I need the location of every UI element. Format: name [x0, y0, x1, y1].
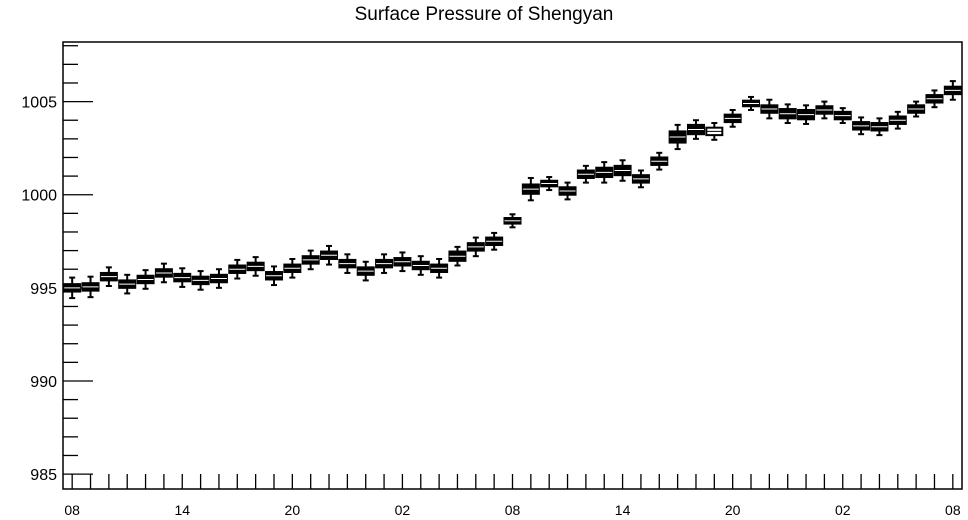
- box-plot-item: [320, 244, 339, 266]
- x-tick-label: 08: [505, 502, 521, 518]
- box-plot-item: [118, 273, 137, 295]
- box-series: [63, 80, 962, 300]
- box-plot-item: [760, 98, 779, 120]
- box-plot-item: [393, 251, 412, 273]
- box-plot-item: [576, 164, 595, 184]
- box-plot-item: [173, 267, 192, 288]
- box-plot-item: [521, 176, 540, 202]
- box-plot-item: [99, 266, 118, 287]
- box-plot-item: [925, 89, 944, 109]
- box-plot-item: [797, 104, 816, 125]
- box-plot-item: [338, 253, 357, 274]
- y-tick-label: 1000: [21, 188, 57, 205]
- box-plot-item: [375, 253, 394, 274]
- box-plot-item: [228, 258, 247, 280]
- box-plot-item: [411, 255, 430, 276]
- x-tick-label: 02: [835, 502, 851, 518]
- box-plot-item: [283, 257, 302, 279]
- box-plot-item: [246, 256, 265, 277]
- y-tick-label: 1005: [21, 95, 57, 112]
- box-plot-item: [595, 161, 614, 184]
- x-tick-label: 20: [725, 502, 741, 518]
- box-plot-item: [301, 249, 320, 271]
- box-plot-item: [448, 245, 467, 267]
- box-plot-item: [705, 122, 724, 141]
- box-plot-item: [81, 275, 100, 299]
- box-plot-item: [63, 276, 82, 300]
- box-plot-item: [668, 123, 687, 151]
- x-tick-label: 20: [285, 502, 301, 518]
- box-plot-item: [778, 103, 797, 125]
- box-plot-item: [742, 95, 761, 111]
- x-tick-label: 08: [64, 502, 80, 518]
- x-tick-label: 14: [615, 502, 631, 518]
- box-plot-item: [613, 159, 632, 182]
- box-plot-item: [209, 268, 228, 289]
- box-plot-item: [191, 270, 210, 291]
- box-plot-item: [540, 176, 559, 192]
- box-plot-item: [907, 100, 926, 118]
- x-axis: 08 14 20 02 08 14 20 02 08: [64, 474, 961, 518]
- y-tick-label: 995: [30, 281, 57, 298]
- box-plot-item: [154, 262, 173, 284]
- box-plot-item: [631, 169, 650, 189]
- box-plot-item: [686, 119, 705, 140]
- box-plot-item: [650, 151, 669, 171]
- x-tick-label: 14: [174, 502, 190, 518]
- box-plot-item: [356, 260, 375, 282]
- box-plot-item: [833, 107, 852, 125]
- x-tick-label: 02: [395, 502, 411, 518]
- chart-title: Surface Pressure of Shengyan: [354, 4, 614, 25]
- box-plot-item: [888, 110, 907, 130]
- box-plot-item: [815, 100, 834, 120]
- box-plot-item: [466, 236, 485, 258]
- box-plot-item: [723, 108, 742, 128]
- box-plot-item: [264, 265, 283, 287]
- box-plot-item: [870, 117, 889, 137]
- box-plot-item: [558, 181, 577, 201]
- y-tick-label: 990: [30, 374, 57, 391]
- y-axis: 985 990 995 1000 1005: [21, 45, 93, 484]
- box-plot-item: [943, 80, 962, 101]
- box-plot-item: [852, 116, 871, 136]
- y-tick-label: 985: [30, 467, 57, 484]
- box-plot-item: [485, 231, 504, 251]
- box-plot-item: [136, 269, 155, 290]
- box-plot-item: [503, 213, 522, 229]
- x-tick-label: 08: [945, 502, 961, 518]
- box-plot-item: [430, 257, 449, 279]
